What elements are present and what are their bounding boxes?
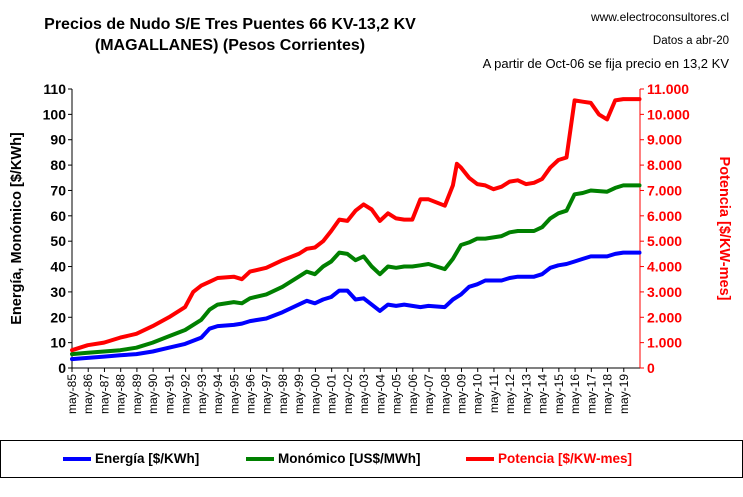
x-tick-label: may-14 [536, 374, 550, 414]
right-tick-label: 6.000 [647, 208, 682, 224]
right-tick-label: 1.000 [647, 335, 682, 351]
legend-swatch-potencia [466, 457, 494, 462]
right-tick-label: 8.000 [647, 157, 682, 173]
x-tick-label: may-15 [552, 374, 566, 414]
chart-title-line2: (MAGALLANES) (Pesos Corrientes) [94, 37, 366, 54]
legend-item-energia: Energía [$/KWh] [63, 451, 199, 466]
right-tick-label: 2.000 [647, 309, 682, 325]
voltage-note: A partir de Oct-06 se fija precio en 13,… [482, 56, 729, 71]
right-tick-label: 5.000 [647, 233, 682, 249]
right-tick-label: 10.000 [647, 106, 690, 122]
left-tick-label: 70 [50, 182, 66, 198]
x-tick-label: may-00 [308, 374, 322, 414]
chart-title-line1: Precios de Nudo S/E Tres Puentes 66 KV-1… [44, 16, 416, 33]
left-axis-title: Energía, Monómico [$/KWh] [9, 132, 25, 325]
left-tick-label: 60 [50, 208, 66, 224]
x-tick-label: may-99 [292, 374, 306, 414]
x-tick-label: may-12 [503, 374, 517, 414]
x-tick-label: may-17 [584, 374, 598, 414]
legend-item-potencia: Potencia [$/KW-mes] [466, 451, 632, 466]
series-line-2 [70, 97, 642, 353]
legend: Energía [$/KWh] Monómico [US$/MWh] Poten… [0, 440, 743, 478]
left-tick-label: 0 [58, 360, 66, 376]
right-tick-label: 3.000 [647, 284, 682, 300]
right-tick-label: 9.000 [647, 132, 682, 148]
left-tick-label: 30 [50, 284, 66, 300]
x-tick-label: may-91 [162, 374, 176, 414]
x-tick-label: may-90 [146, 374, 160, 414]
x-tick-label: may-96 [244, 374, 258, 414]
x-tick-label: may-07 [422, 374, 436, 414]
chart-title: Precios de Nudo S/E Tres Puentes 66 KV-1… [0, 14, 460, 56]
left-tick-label: 40 [50, 259, 66, 275]
x-tick-label: may-09 [454, 374, 468, 414]
x-tick-label: may-16 [568, 374, 582, 414]
right-tick-label: 4.000 [647, 259, 682, 275]
x-tick-label: may-04 [373, 374, 387, 414]
data-date-label: Datos a abr-20 [652, 35, 729, 47]
website-label: www.electroconsultores.cl [590, 10, 729, 24]
x-tick-label: may-87 [97, 374, 111, 414]
series-line-1 [70, 183, 642, 357]
right-tick-label: 11.000 [647, 81, 689, 97]
left-tick-label: 50 [50, 233, 66, 249]
x-tick-label: may-93 [195, 374, 209, 414]
x-tick-label: may-13 [519, 374, 533, 414]
legend-swatch-energia [63, 457, 91, 462]
x-tick-label: may-85 [65, 374, 79, 414]
x-tick-label: may-92 [179, 374, 193, 414]
x-tick-label: may-94 [211, 374, 225, 414]
x-tick-label: may-86 [81, 374, 95, 414]
x-tick-label: may-97 [260, 374, 274, 414]
x-tick-label: may-06 [406, 374, 420, 414]
x-tick-label: may-98 [276, 374, 290, 414]
x-tick-label: may-05 [390, 374, 404, 414]
x-tick-label: may-10 [471, 374, 485, 414]
x-tick-label: may-19 [617, 374, 631, 414]
x-tick-label: may-03 [357, 374, 371, 414]
x-tick-label: may-89 [130, 374, 144, 414]
legend-label-potencia: Potencia [$/KW-mes] [498, 451, 633, 466]
legend-label-energia: Energía [$/KWh] [95, 451, 200, 466]
series-line-0 [70, 250, 642, 362]
left-tick-label: 20 [50, 309, 66, 325]
legend-label-monomico: Monómico [US$/MWh] [278, 451, 421, 466]
left-tick-label: 10 [50, 335, 66, 351]
left-tick-label: 80 [50, 157, 66, 173]
right-axis-title: Potencia [$/KW-mes] [716, 157, 732, 301]
right-tick-label: 0 [647, 360, 655, 376]
chart-svg: 0 10 20 30 40 50 60 70 80 90 100 110 0 1.000 2.000 3.00… [9, 81, 732, 414]
x-tick-label: may-95 [227, 374, 241, 414]
left-tick-label: 90 [50, 132, 66, 148]
legend-swatch-monomico [246, 457, 274, 462]
x-tick-label: may-01 [325, 374, 339, 414]
left-tick-label: 100 [43, 106, 67, 122]
legend-item-monomico: Monómico [US$/MWh] [246, 451, 420, 466]
right-tick-label: 7.000 [647, 182, 682, 198]
x-tick-label: may-11 [487, 374, 501, 413]
left-tick-label: 110 [43, 81, 66, 97]
x-tick-label: may-02 [341, 374, 355, 414]
x-tick-label: may-08 [438, 374, 452, 414]
x-tick-label: may-18 [601, 374, 615, 414]
x-tick-label: may-88 [114, 374, 128, 414]
